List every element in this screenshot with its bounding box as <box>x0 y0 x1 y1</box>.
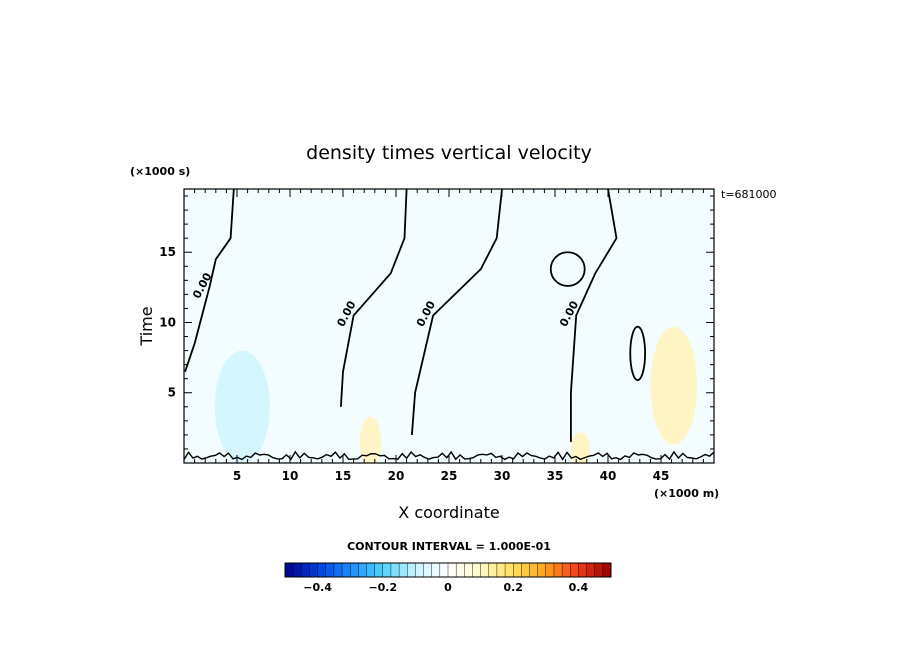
colorbar <box>284 562 612 578</box>
colorbar-cell <box>553 562 563 578</box>
shading-layer <box>214 326 698 463</box>
colorbar-cell <box>382 562 392 578</box>
x-tick-label: 15 <box>335 469 352 483</box>
colorbar-cell <box>407 562 416 578</box>
colorbar-cell <box>602 562 612 578</box>
x-axis-ticks: 5 10 15 20 25 30 35 40 45 <box>194 189 704 483</box>
colorbar-cell <box>390 562 400 578</box>
colorbar-cell <box>537 562 547 578</box>
chart-title: density times vertical velocity <box>306 142 592 164</box>
shaded-region-0 <box>214 350 270 463</box>
colorbar-tick-label: 0.2 <box>503 581 523 594</box>
y-axis-label: Time <box>137 306 156 346</box>
x-tick-label: 40 <box>600 469 617 483</box>
colorbar-cell <box>578 562 587 578</box>
colorbar-cell <box>586 562 596 578</box>
colorbar-tick-label: 0.4 <box>569 581 589 594</box>
colorbar-cell <box>333 562 343 578</box>
x-axis-label: X coordinate <box>398 503 499 522</box>
colorbar-cell <box>529 562 539 578</box>
colorbar-cell <box>423 562 433 578</box>
colorbar-cell <box>284 562 294 578</box>
colorbar-cell <box>488 562 498 578</box>
x-unit-label: (×1000 m) <box>654 487 719 500</box>
colorbar-cell <box>496 562 506 578</box>
colorbar-cell <box>292 562 302 578</box>
x-tick-label: 10 <box>282 469 299 483</box>
colorbar-cell <box>341 562 351 578</box>
closed-contour-0 <box>549 251 586 287</box>
colorbar-cell <box>561 562 571 578</box>
shaded-region-3 <box>570 432 590 463</box>
x-tick-label: 5 <box>233 469 241 483</box>
x-tick-label: 20 <box>388 469 405 483</box>
colorbar-frame <box>284 562 612 578</box>
y-unit-label: (×1000 s) <box>130 165 190 178</box>
colorbar-cell <box>415 562 424 578</box>
colorbar-cell <box>447 562 457 578</box>
colorbar-ticks: −0.4 −0.2 0 0.2 0.4 <box>303 581 588 594</box>
colorbar-cell <box>358 562 367 578</box>
y-tick-label: 10 <box>159 315 176 329</box>
colorbar-cell <box>317 562 327 578</box>
y-tick-label: 15 <box>159 245 176 259</box>
colorbar-tick-label: −0.4 <box>303 581 332 594</box>
shaded-region-1 <box>650 326 698 445</box>
colorbar-cell <box>309 562 319 578</box>
zero-contour-1 <box>340 189 408 407</box>
zero-contour-2 <box>411 189 503 435</box>
colorbar-cell <box>374 562 384 578</box>
colorbar-cell <box>570 562 579 578</box>
x-tick-label: 35 <box>547 469 564 483</box>
y-tick-label: 5 <box>168 386 176 400</box>
colorbar-cell <box>366 562 376 578</box>
colorbar-cell <box>594 562 604 578</box>
colorbar-cell <box>455 562 465 578</box>
x-tick-label: 25 <box>441 469 458 483</box>
x-tick-label: 45 <box>653 469 670 483</box>
colorbar-cell <box>521 562 530 578</box>
colorbar-cell <box>464 562 473 578</box>
zero-contour-3 <box>570 189 618 442</box>
plot-background <box>184 189 714 463</box>
colorbar-cell <box>472 562 482 578</box>
colorbar-tick-label: −0.2 <box>368 581 397 594</box>
zero-contour-0 <box>184 189 235 372</box>
contour-interval-text: CONTOUR INTERVAL = 1.000E-01 <box>347 540 551 553</box>
colorbar-tick-label: 0 <box>444 581 452 594</box>
colorbar-cell <box>439 562 449 578</box>
colorbar-cell <box>301 562 310 578</box>
time-stamp: t=681000 <box>721 188 777 201</box>
closed-contour-1 <box>629 325 647 381</box>
colorbar-cell <box>480 562 490 578</box>
colorbar-cell <box>545 562 555 578</box>
colorbar-cell <box>513 562 522 578</box>
contour-layer <box>184 189 714 461</box>
colorbar-cell <box>350 562 359 578</box>
plot-area: 0.000.00 0.00 0.00 <box>184 189 714 463</box>
near-surface-contours <box>184 450 714 461</box>
colorbar-cell <box>325 562 335 578</box>
x-tick-label: 30 <box>494 469 511 483</box>
colorbar-cell <box>504 562 514 578</box>
shaded-region-2 <box>359 416 382 463</box>
colorbar-cell <box>431 562 441 578</box>
y-axis-ticks: 5 10 15 <box>159 195 714 450</box>
colorbar-cell <box>398 562 408 578</box>
